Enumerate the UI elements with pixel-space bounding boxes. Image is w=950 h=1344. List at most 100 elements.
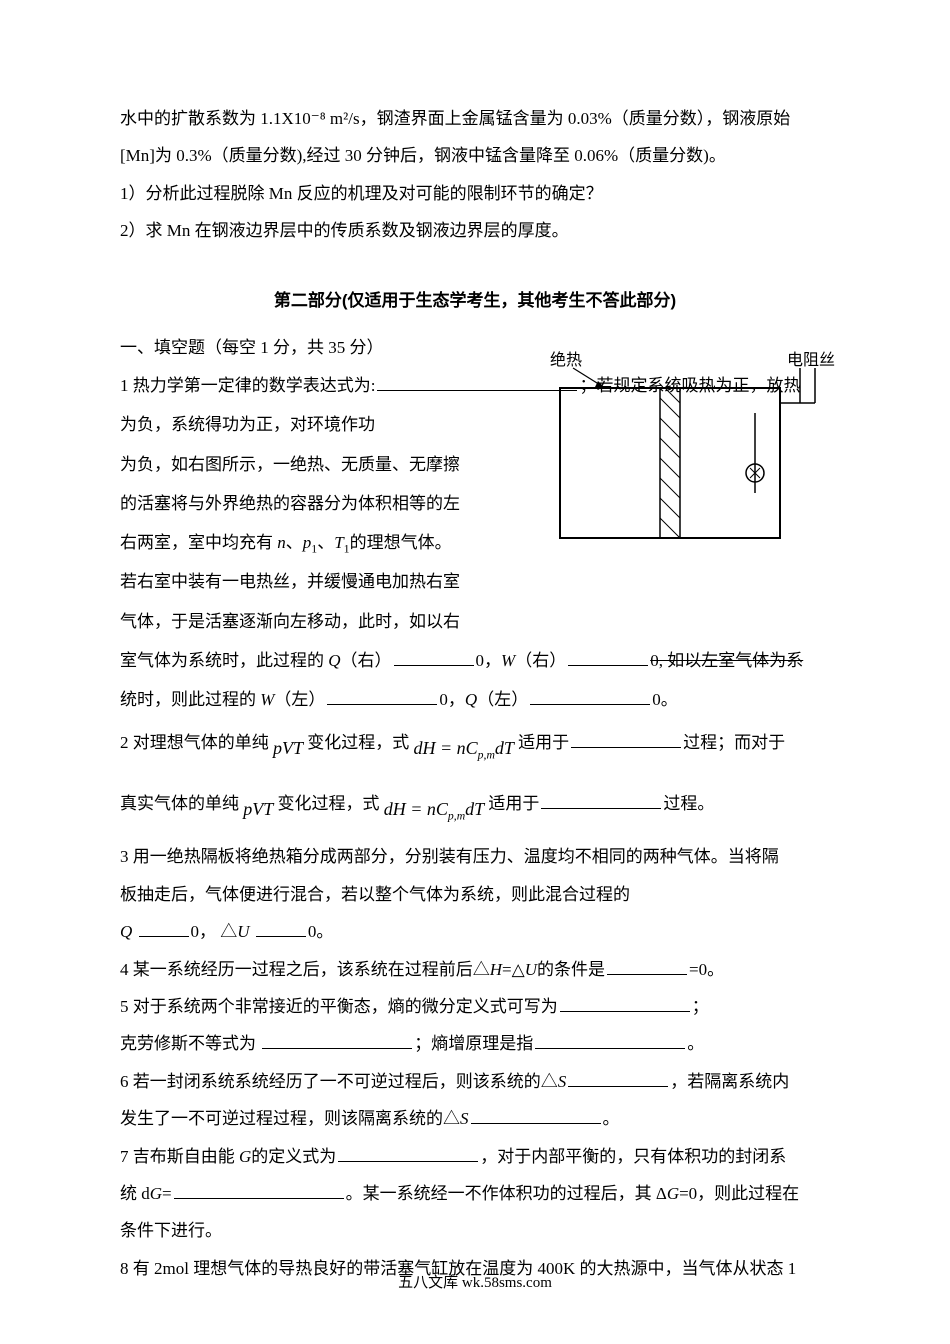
q1-l9a: 统时，则此过程的 bbox=[120, 690, 260, 709]
q4: 4 某一系统经历一过程之后，该系统在过程前后△H=△U的条件是=0。 bbox=[120, 951, 830, 988]
q5-l2a: 克劳修斯不等式为 bbox=[120, 1034, 260, 1053]
q3-l2: 板抽走后，气体便进行混合，若以整个气体为系统，则此混合过程的 bbox=[120, 876, 830, 913]
q1-l5b: 的理想气体。 bbox=[350, 533, 452, 552]
var-Q3: Q bbox=[120, 922, 132, 941]
var-S: S bbox=[558, 1072, 567, 1091]
var-pVT: pVT bbox=[273, 738, 303, 758]
q5-l2c: 。 bbox=[687, 1034, 704, 1053]
q6-l2b: 。 bbox=[603, 1109, 620, 1128]
var-W1: W bbox=[501, 651, 515, 670]
var-W2: W bbox=[260, 690, 274, 709]
q6: 6 若一封闭系统系统经历了一不可逆过程后，则该系统的△S，若隔离系统内 发生了一… bbox=[120, 1063, 830, 1138]
q7-l2d: =0，则此过程在 bbox=[679, 1184, 799, 1203]
q7-l2: 统 dG=。某一系统经一不作体积功的过程后，其 ΔG=0，则此过程在 bbox=[120, 1175, 830, 1212]
q7-l1c: ，对于内部平衡的，只有体积功的封闭系 bbox=[480, 1147, 786, 1166]
q2-l2a: 真实气体的单纯 bbox=[120, 794, 243, 813]
var-U: U bbox=[237, 922, 249, 941]
q7: 7 吉布斯自由能 G的定义式为，对于内部平衡的，只有体积功的封闭系 统 dG=。… bbox=[120, 1138, 830, 1250]
q5-l1a: 5 对于系统两个非常接近的平衡态，熵的微分定义式可写为 bbox=[120, 997, 558, 1016]
q5-l1b: ； bbox=[692, 997, 709, 1016]
var-H: H bbox=[490, 960, 502, 979]
intro-p2: [Mn]为 0.3%（质量分数),经过 30 分钟后，钢液中锰含量降至 0.06… bbox=[120, 137, 830, 174]
q7-l3: 条件下进行。 bbox=[120, 1212, 830, 1249]
q2-l1a: 2 对理想气体的单纯 bbox=[120, 733, 273, 752]
var-U2: U bbox=[525, 960, 537, 979]
q4-c: 的条件是 bbox=[537, 960, 605, 979]
q2-l2c: 适用于 bbox=[484, 794, 539, 813]
q7-l2a: 统 d bbox=[120, 1184, 150, 1203]
blank bbox=[607, 958, 687, 975]
var-S2: S bbox=[460, 1109, 469, 1128]
blank bbox=[256, 920, 306, 937]
q2-l2b: 变化过程，式 bbox=[273, 794, 384, 813]
diagram: 绝热 电阻丝 bbox=[525, 343, 835, 573]
blank bbox=[139, 920, 189, 937]
q1-l9b: （左） bbox=[274, 690, 325, 709]
q1-l8a: 室气体为系统时，此过程的 bbox=[120, 651, 328, 670]
var-G2: G bbox=[150, 1184, 162, 1203]
blank bbox=[535, 1032, 685, 1049]
q1-l7: 气体，于是活塞逐渐向左移动，此时，如以右 bbox=[120, 602, 830, 641]
q6-l1a: 6 若一封闭系统系统经历了一不可逆过程后，则该系统的△ bbox=[120, 1072, 558, 1091]
q1-l8d: （右） bbox=[515, 651, 566, 670]
q6-l2: 发生了一不可逆过程过程，则该隔离系统的△S 。 bbox=[120, 1100, 830, 1137]
q1-l9e: 0。 bbox=[652, 690, 678, 709]
q1-l8e: 0, 如以左室气体为系 bbox=[650, 651, 803, 670]
formula-dH: dH = nCp,mdT bbox=[414, 738, 514, 758]
blank bbox=[571, 731, 681, 748]
var-G3: G bbox=[667, 1184, 679, 1203]
q1-l9: 统时，则此过程的 W（左）0，Q（左）0。 bbox=[120, 680, 830, 719]
q5-l2b: ；熵增原理是指 bbox=[414, 1034, 533, 1053]
intro-block: 水中的扩散系数为 1.1X10⁻⁸ m²/s，钢渣界面上金属锰含量为 0.03%… bbox=[120, 100, 830, 250]
q4-b: =△ bbox=[502, 960, 525, 979]
blank bbox=[262, 1032, 412, 1049]
blank bbox=[394, 649, 474, 666]
q6-l2a: 发生了一不可逆过程过程，则该隔离系统的△ bbox=[120, 1109, 460, 1128]
section-title: 第二部分(仅适用于生态学考生，其他考生不答此部分) bbox=[120, 282, 830, 319]
q4-a: 4 某一系统经历一过程之后，该系统在过程前后△ bbox=[120, 960, 490, 979]
q1-l5a: 右两室，室中均充有 bbox=[120, 533, 277, 552]
q1-l8: 室气体为系统时，此过程的 Q（右）0，W（右）0, 如以左室气体为系 bbox=[120, 641, 830, 680]
blank bbox=[541, 792, 661, 809]
diagram-svg bbox=[525, 343, 835, 573]
var-pVT2: pVT bbox=[243, 799, 273, 819]
q6-l1: 6 若一封闭系统系统经历了一不可逆过程后，则该系统的△S ，若隔离系统内 bbox=[120, 1063, 830, 1100]
q2-l2: 真实气体的单纯 pVT 变化过程，式 dH = nCp,mdT 适用于 过程。 bbox=[120, 780, 830, 827]
blank bbox=[174, 1182, 344, 1199]
q2-l1b: 变化过程，式 bbox=[303, 733, 414, 752]
q2-l1: 2 对理想气体的单纯 pVT 变化过程，式 dH = nCp,mdT 适用于过程… bbox=[120, 719, 830, 766]
q5: 5 对于系统两个非常接近的平衡态，熵的微分定义式可写为 ； 克劳修斯不等式为 ；熵… bbox=[120, 988, 830, 1063]
q1-l8b: （右） bbox=[341, 651, 392, 670]
blank bbox=[568, 1070, 668, 1087]
var-T1: T bbox=[334, 533, 343, 552]
q7-l2b: = bbox=[162, 1184, 172, 1203]
blank bbox=[327, 688, 437, 705]
var-Q1: Q bbox=[328, 651, 340, 670]
q3-l3c bbox=[250, 922, 254, 941]
footer: 五八文库 wk.58sms.com bbox=[0, 1267, 950, 1300]
var-n: n bbox=[277, 533, 286, 552]
q6-l1b: ，若隔离系统内 bbox=[670, 1072, 789, 1091]
q3-l3a bbox=[132, 922, 136, 941]
q3: 3 用一绝热隔板将绝热箱分成两部分，分别装有压力、温度均不相同的两种气体。当将隔… bbox=[120, 838, 830, 950]
q5-l2: 克劳修斯不等式为 ；熵增原理是指 。 bbox=[120, 1025, 830, 1062]
var-Q2: Q bbox=[465, 690, 477, 709]
q7-l1a: 7 吉布斯自由能 bbox=[120, 1147, 239, 1166]
q2: 2 对理想气体的单纯 pVT 变化过程，式 dH = nCp,mdT 适用于 过程… bbox=[120, 719, 830, 827]
intro-p4: 2）求 Mn 在钢液边界层中的传质系数及钢液边界层的厚度。 bbox=[120, 212, 830, 249]
q3-l3b: 0， △ bbox=[191, 922, 238, 941]
q1-l1a: 1 热力学第一定律的数学表达式为: bbox=[120, 376, 375, 395]
var-p1: p bbox=[303, 533, 312, 552]
var-G: G bbox=[239, 1147, 251, 1166]
q7-l1: 7 吉布斯自由能 G的定义式为 ，对于内部平衡的，只有体积功的封闭系 bbox=[120, 1138, 830, 1175]
q7-l1b: 的定义式为 bbox=[251, 1147, 336, 1166]
q2-l2d: 过程。 bbox=[663, 794, 714, 813]
q3-l3d: 0。 bbox=[308, 922, 334, 941]
blank bbox=[568, 649, 648, 666]
q7-l2c: 。某一系统经一不作体积功的过程后，其 Δ bbox=[346, 1184, 667, 1203]
blank bbox=[338, 1145, 478, 1162]
intro-p1: 水中的扩散系数为 1.1X10⁻⁸ m²/s，钢渣界面上金属锰含量为 0.03%… bbox=[120, 100, 830, 137]
intro-p3: 1）分析此过程脱除 Mn 反应的机理及对可能的限制环节的确定？ bbox=[120, 175, 830, 212]
formula-dH2: dH = nCp,mdT bbox=[384, 799, 484, 819]
q1-l9c: 0， bbox=[439, 690, 465, 709]
